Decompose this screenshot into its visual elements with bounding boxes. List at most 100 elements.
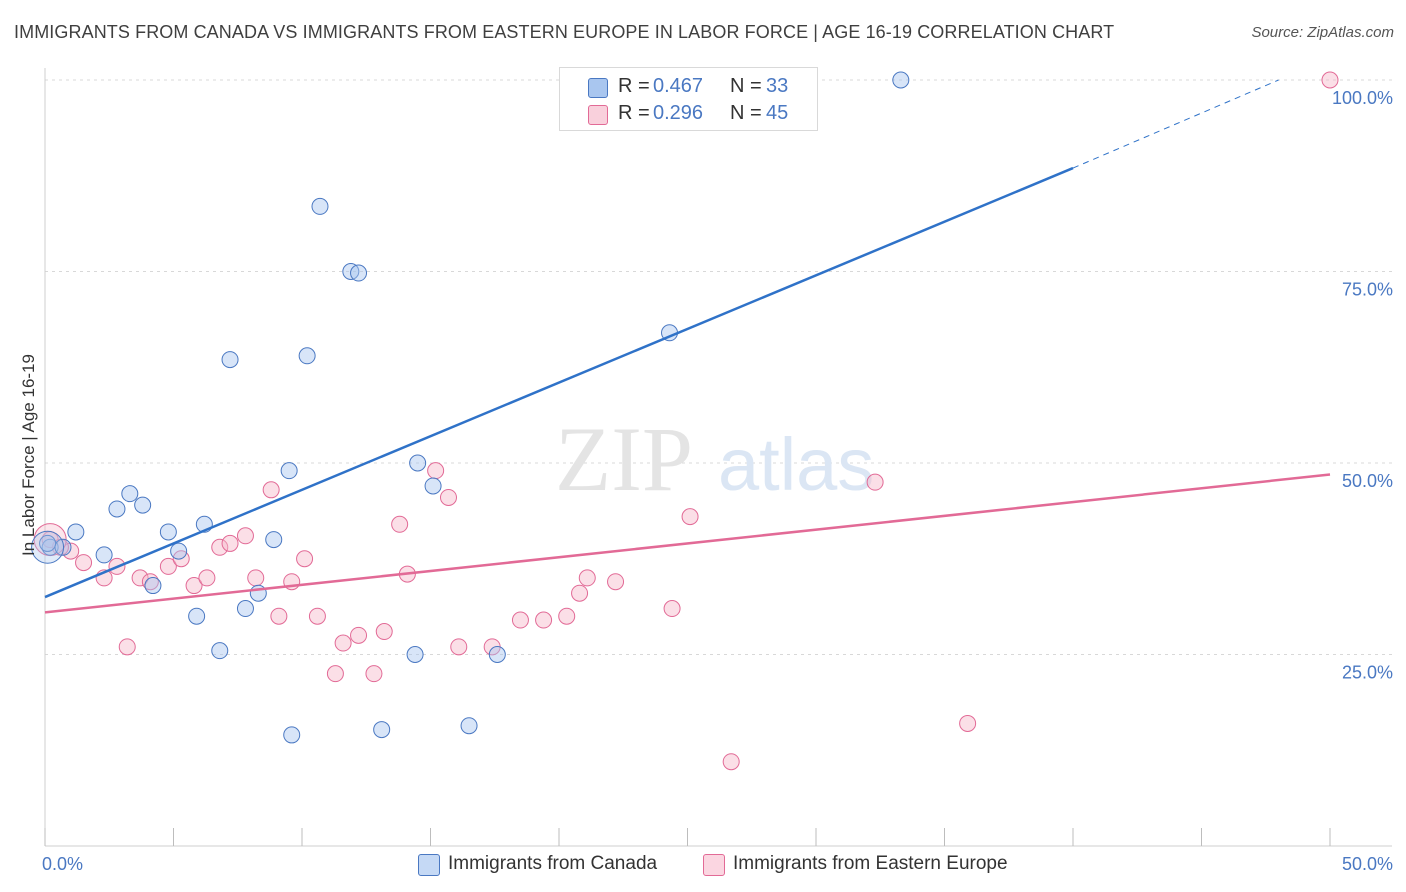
y-tick-label: 50.0% [1342, 471, 1393, 491]
data-point [391, 515, 409, 533]
data-point [424, 477, 442, 495]
data-point [326, 665, 344, 683]
data-point [39, 534, 57, 552]
data-point [249, 584, 267, 602]
data-point [535, 611, 553, 629]
canada-r-value: 0.467 [653, 75, 704, 97]
eastern-europe-trend-line [44, 473, 1331, 614]
series-legend: Immigrants from Canada Immigrants from E… [0, 852, 1406, 878]
data-point [365, 665, 383, 683]
data-point [75, 554, 93, 572]
tick-labels: 25.0% 50.0% 75.0% 100.0% 0.0% 50.0% [42, 88, 1393, 874]
data-point [67, 523, 85, 541]
data-point-large [31, 530, 65, 564]
data-point [211, 642, 229, 660]
data-point [350, 264, 368, 282]
n-label: N = [730, 102, 762, 124]
chart-title: IMMIGRANTS FROM CANADA VS IMMIGRANTS FRO… [14, 22, 1115, 42]
data-point [311, 197, 329, 215]
data-point [959, 714, 977, 732]
data-point [373, 721, 391, 739]
data-point [308, 607, 326, 625]
y-axis-label: In Labor Force | Age 16-19 [19, 354, 38, 556]
grid-lines [45, 79, 1392, 655]
data-point [211, 538, 229, 556]
data-point [262, 481, 280, 499]
data-point [663, 600, 681, 618]
data-point [607, 573, 625, 591]
data-point [170, 542, 188, 560]
data-point [558, 607, 576, 625]
data-point [144, 577, 162, 595]
eastern-europe-legend-swatch [703, 854, 725, 876]
x-tick-label: 0.0% [42, 854, 83, 874]
data-point [450, 638, 468, 656]
eastern-europe-n-value: 45 [766, 102, 789, 124]
y-tick-label: 25.0% [1342, 663, 1393, 683]
data-point [296, 550, 314, 568]
eastern-europe-r-value: 0.296 [653, 102, 704, 124]
data-point [221, 534, 239, 552]
data-point [185, 577, 203, 595]
x-tick-label: 50.0% [1342, 854, 1393, 874]
data-point [134, 496, 152, 514]
data-point [578, 569, 596, 587]
data-point [95, 546, 113, 564]
data-point [198, 569, 216, 587]
data-point [159, 557, 177, 575]
canada-trend-line [44, 166, 1074, 599]
data-point [236, 527, 254, 545]
data-point [280, 462, 298, 480]
r-label: R = [618, 102, 650, 124]
canada-legend-label: Immigrants from Canada [448, 853, 658, 874]
eastern-europe-swatch [588, 105, 608, 125]
watermark-zip: ZIP [555, 408, 693, 510]
data-point [350, 626, 368, 644]
trend-lines [44, 79, 1331, 614]
canada-trend-extension [1072, 79, 1279, 169]
data-point [270, 607, 288, 625]
canada-n-value: 33 [766, 75, 789, 97]
legend-row-eastern-europe: R = 0.296 N = 45 [560, 100, 817, 128]
data-point [283, 726, 301, 744]
data-point [118, 638, 136, 656]
data-point [427, 462, 445, 480]
data-point [247, 569, 265, 587]
data-point [511, 611, 529, 629]
data-point [159, 523, 177, 541]
data-point [571, 584, 589, 602]
data-point [188, 607, 206, 625]
data-point [221, 351, 239, 369]
n-label: N = [730, 75, 762, 97]
data-point [460, 717, 478, 735]
data-point [1321, 71, 1339, 89]
data-point [334, 634, 352, 652]
eastern-europe-legend-label: Immigrants from Eastern Europe [733, 853, 1008, 874]
legend-row-canada: R = 0.467 N = 33 [560, 73, 817, 101]
data-point [265, 531, 283, 549]
y-tick-label: 75.0% [1342, 280, 1393, 300]
data-point [375, 623, 393, 641]
data-point [298, 347, 316, 365]
data-point [108, 500, 126, 518]
data-point [236, 600, 254, 618]
axes [44, 68, 1392, 847]
data-point [488, 646, 506, 663]
canada-legend-swatch [418, 854, 440, 876]
correlation-legend: R = 0.467 N = 33 R = 0.296 N = 45 [559, 67, 818, 131]
canada-swatch [588, 78, 608, 98]
data-point [439, 488, 457, 506]
data-point [681, 508, 699, 526]
r-label: R = [618, 75, 650, 97]
data-point [892, 71, 910, 89]
canada-points [31, 71, 910, 744]
data-point [722, 753, 740, 771]
data-point [409, 454, 427, 472]
y-tick-label: 100.0% [1332, 88, 1393, 108]
data-point [406, 646, 424, 663]
data-point [866, 473, 884, 491]
watermark-atlas: atlas [718, 423, 874, 506]
watermark: ZIP atlas [555, 408, 874, 510]
data-point [131, 569, 149, 587]
